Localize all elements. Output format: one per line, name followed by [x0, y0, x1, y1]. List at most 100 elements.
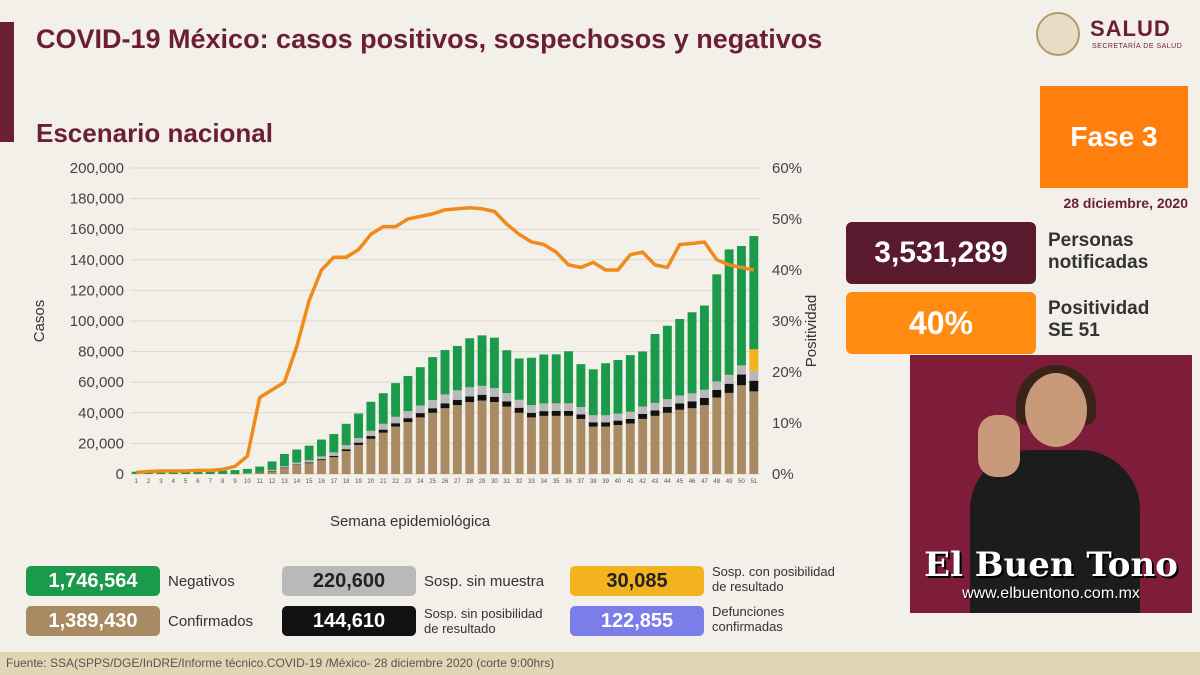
bar-segment: [317, 460, 326, 474]
x-tick-label: 18: [343, 479, 350, 485]
defunciones-label-line2: confirmadas: [712, 619, 783, 634]
bar-segment: [601, 363, 611, 416]
bar-segment: [131, 471, 141, 474]
bar-segment: [317, 456, 326, 460]
defunciones-value: 122,855: [570, 606, 704, 636]
bar-segment: [415, 367, 425, 406]
x-tick-label: 4: [172, 479, 176, 485]
y-tick-label: 200,000: [70, 160, 124, 177]
bar-segment: [341, 449, 351, 452]
bar-segment: [662, 412, 672, 474]
x-tick-label: 35: [553, 479, 560, 485]
bar-segment: [440, 394, 450, 404]
bar-segment: [638, 351, 648, 407]
x-tick-label: 36: [565, 479, 572, 485]
bar-segment: [452, 390, 462, 400]
bar-segment: [255, 472, 265, 473]
bar-segment: [749, 391, 759, 474]
x-tick-label: 12: [269, 479, 276, 485]
bar-segment: [267, 470, 277, 472]
x-tick-label: 44: [664, 479, 671, 485]
positivity-label-line2: SE 51: [1048, 320, 1100, 341]
x-tick-label: 9: [233, 479, 237, 485]
bar-segment: [576, 406, 586, 415]
bar-segment: [403, 411, 413, 419]
bar-segment: [699, 405, 709, 474]
bar-segment: [378, 432, 388, 474]
confirmados-label: Confirmados: [168, 613, 254, 630]
con-posibilidad-label-line1: Sosp. con posibilidad: [712, 564, 835, 579]
source-footer: Fuente: SSA(SPPS/DGE/InDRE/Informe técni…: [0, 652, 1200, 675]
confirmados-value: 1,389,430: [26, 606, 160, 636]
defunciones-label-line1: Defunciones: [712, 604, 785, 619]
y-tick-label: 20,000: [78, 435, 124, 452]
bar-segment: [588, 422, 598, 427]
bar-segment: [551, 410, 561, 416]
x-tick-label: 39: [602, 479, 609, 485]
bar-segment: [613, 420, 623, 426]
bar-segment: [242, 473, 252, 474]
bar-segment: [539, 415, 549, 474]
bar-segment: [724, 392, 734, 474]
logo-subtitle: SECRETARÍA DE SALUD: [1092, 43, 1183, 50]
report-date: 28 diciembre, 2020: [1063, 195, 1188, 211]
y2-tick-label: 40%: [772, 262, 802, 279]
con-posibilidad-label-line2: de resultado: [712, 579, 784, 594]
interpreter-body: [970, 450, 1140, 613]
bar-segment: [551, 403, 561, 411]
x-tick-label: 50: [738, 479, 745, 485]
y-axis-label: Casos: [31, 300, 48, 343]
x-tick-label: 5: [184, 479, 188, 485]
bar-segment: [465, 396, 475, 403]
bar-segment: [650, 415, 660, 474]
y-tick-label: 140,000: [70, 252, 124, 269]
bar-segment: [687, 401, 697, 409]
bar-segment: [329, 457, 339, 474]
bar-segment: [539, 403, 549, 412]
watermark-name: El Buen Tono: [924, 545, 1178, 585]
bar-segment: [391, 416, 401, 424]
bar-segment: [366, 430, 376, 437]
bar-segment: [527, 357, 536, 406]
bar-segment: [329, 452, 339, 456]
bar-segment: [514, 407, 524, 413]
x-tick-label: 37: [578, 479, 585, 485]
bar-segment: [539, 354, 549, 404]
bar-segment: [440, 403, 450, 409]
y-tick-label: 0: [116, 466, 124, 483]
bar-segment: [527, 417, 536, 474]
bar-segment: [279, 467, 289, 474]
bar-segment: [527, 405, 536, 413]
x-tick-label: 2: [147, 479, 151, 485]
notified-label: Personas notificadas: [1048, 230, 1148, 274]
bar-segment: [514, 399, 524, 408]
bar-segment: [279, 466, 289, 468]
bar-segment: [737, 246, 746, 366]
y2-tick-label: 20%: [772, 364, 802, 381]
x-tick-label: 28: [466, 479, 473, 485]
bar-segment: [502, 406, 512, 474]
y2-axis-label: Positividad: [803, 295, 820, 368]
bar-segment: [378, 393, 388, 424]
bar-segment: [749, 380, 759, 392]
bar-segment: [638, 418, 648, 474]
x-tick-label: 31: [503, 479, 510, 485]
x-tick-label: 23: [405, 479, 412, 485]
bar-segment: [489, 337, 499, 389]
bar-segment: [749, 236, 759, 350]
bar-segment: [601, 426, 611, 474]
bar-segment: [650, 402, 660, 411]
x-tick-label: 3: [159, 479, 163, 485]
x-tick-label: 48: [713, 479, 720, 485]
bar-segment: [415, 405, 425, 414]
x-axis-label: Semana epidemiológica: [330, 513, 491, 530]
bar-segment: [428, 412, 438, 474]
bar-segment: [452, 405, 462, 474]
bar-segment: [687, 312, 697, 394]
bar-segment: [724, 374, 734, 384]
positivity-label: Positividad SE 51: [1048, 298, 1149, 342]
bar-segment: [514, 412, 524, 474]
bar-segment: [625, 423, 635, 474]
bar-segment: [341, 445, 351, 450]
bar-segment: [230, 470, 240, 474]
